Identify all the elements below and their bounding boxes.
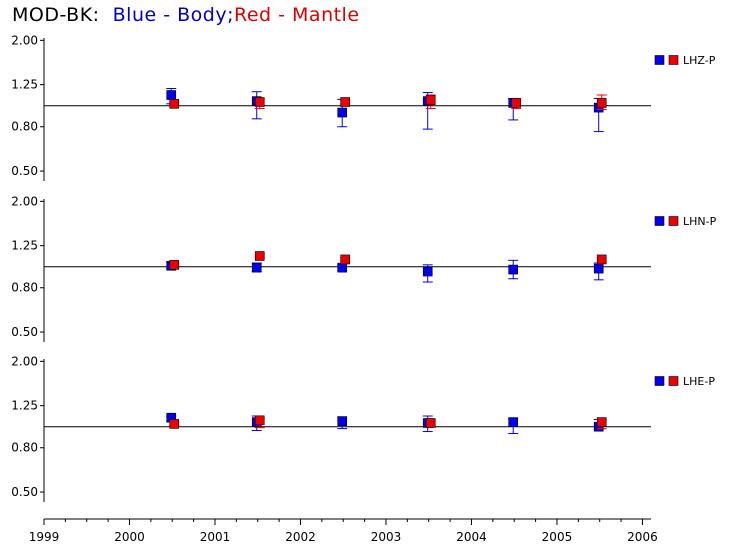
y-tick-label: 1.25: [11, 78, 38, 92]
data-point-blue: [166, 90, 177, 100]
data-point-blue: [337, 416, 348, 427]
x-tick-label: 2003: [371, 530, 402, 544]
x-tick-label: 2005: [542, 530, 573, 544]
data-point-blue: [337, 262, 348, 273]
data-point-red: [169, 419, 180, 429]
legend-blue-marker: [654, 216, 665, 226]
title-blue-legend: Blue - Body;: [112, 4, 234, 26]
y-tick-label: 1.25: [11, 239, 38, 253]
x-tick-label: 1999: [29, 530, 60, 544]
y-tick-label: 0.80: [11, 120, 38, 134]
data-point-blue: [337, 107, 348, 118]
data-point-blue: [593, 263, 604, 274]
chart-title: MOD-BK: Blue - Body;Red - Mantle: [12, 4, 360, 26]
y-tick-label: 2.00: [11, 33, 38, 47]
title-prefix: MOD-BK:: [12, 4, 113, 26]
data-point-blue: [508, 264, 519, 275]
data-point-red: [596, 254, 607, 265]
legend-red-marker: [668, 216, 679, 226]
data-point-red: [254, 97, 265, 107]
legend-red-marker: [668, 376, 679, 386]
x-tick-label: 2002: [285, 530, 316, 544]
data-point-red: [169, 99, 180, 109]
legend-red-marker: [668, 55, 679, 65]
data-point-red: [596, 417, 607, 427]
legend-blue-marker: [654, 55, 665, 65]
y-tick-label: 2.00: [11, 194, 38, 208]
data-point-blue: [422, 266, 433, 277]
legend-label: LHZ-P: [683, 54, 716, 67]
x-tick-label: 2000: [114, 530, 145, 544]
data-point-red: [425, 95, 436, 106]
y-tick-label: 0.80: [11, 441, 38, 455]
data-point-red: [425, 418, 436, 428]
data-point-red: [596, 98, 607, 108]
data-point-blue: [508, 417, 519, 427]
data-point-red: [340, 97, 351, 107]
x-tick-label: 2004: [456, 530, 487, 544]
legend-blue-marker: [654, 376, 665, 386]
data-point-red: [169, 260, 180, 270]
legend-label: LHN-P: [683, 215, 717, 228]
y-tick-label: 2.00: [11, 354, 38, 368]
y-tick-label: 0.80: [11, 281, 38, 295]
y-tick-label: 0.50: [11, 325, 38, 339]
y-tick-label: 1.25: [11, 399, 38, 413]
x-tick-label: 2001: [200, 530, 231, 544]
legend-label: LHE-P: [683, 375, 715, 388]
data-point-red: [511, 98, 522, 108]
data-point-blue: [251, 262, 262, 273]
data-point-red: [254, 251, 265, 261]
data-point-red: [340, 254, 351, 265]
x-tick-label: 2006: [627, 530, 658, 544]
y-tick-label: 0.50: [11, 164, 38, 178]
title-red-legend: Red - Mantle: [234, 4, 360, 26]
data-point-red: [254, 415, 265, 426]
y-tick-label: 0.50: [11, 485, 38, 499]
